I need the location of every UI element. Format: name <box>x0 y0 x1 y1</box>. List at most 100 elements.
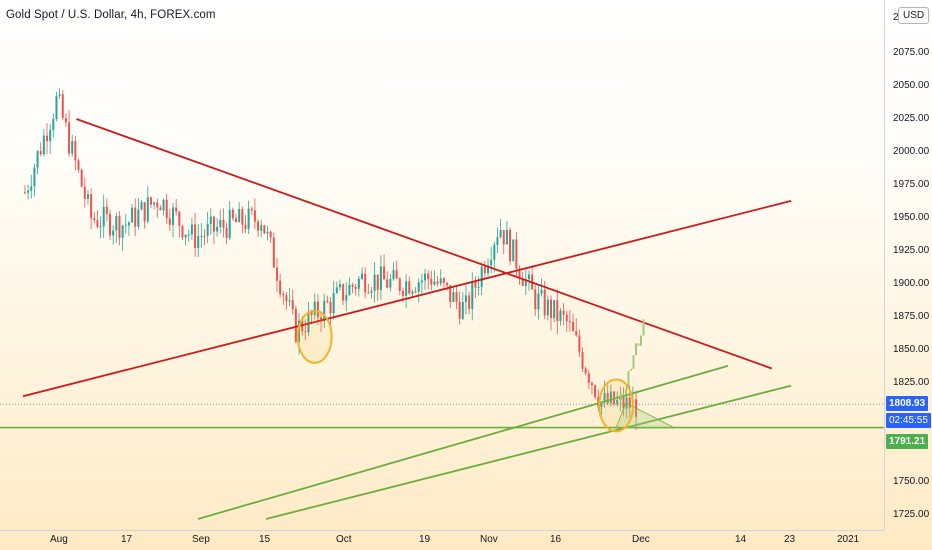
candle-body <box>127 222 130 226</box>
projection-bar <box>625 388 627 395</box>
candle-body <box>603 393 606 403</box>
candle-body <box>52 118 55 131</box>
candle-body <box>594 385 597 398</box>
candle-body <box>187 234 190 236</box>
candle-body <box>405 281 408 296</box>
candle-body <box>546 299 549 316</box>
candle-body <box>411 291 414 294</box>
candle-body <box>572 321 575 332</box>
time-tick: Aug <box>50 534 68 545</box>
currency-button[interactable]: USD <box>898 7 930 24</box>
candle-body <box>27 190 30 193</box>
candle-body <box>578 335 581 353</box>
candle-body <box>383 266 386 280</box>
candle-body <box>395 270 398 279</box>
candle-body <box>512 239 515 262</box>
price-axis[interactable] <box>884 0 932 530</box>
price-chart[interactable] <box>0 0 884 530</box>
candle-body <box>241 208 244 225</box>
candle-body <box>565 314 568 322</box>
candle-body <box>172 207 175 225</box>
projection-zone <box>615 402 675 429</box>
candle-body <box>427 273 430 280</box>
candle-body <box>562 310 565 315</box>
candle-body <box>354 286 357 289</box>
candle-body <box>156 202 159 208</box>
symbol-title[interactable]: Gold Spot / U.S. Dollar, 4h, FOREX.com <box>6 9 216 21</box>
candle-body <box>628 397 631 408</box>
candle-body <box>55 95 58 119</box>
candle-body <box>178 211 181 226</box>
candle-body <box>458 301 461 319</box>
candle-body <box>153 202 156 205</box>
candle-body <box>559 310 562 322</box>
candle-body <box>146 197 149 222</box>
candle-body <box>313 301 316 316</box>
candle-body <box>275 267 278 281</box>
candle-body <box>162 199 165 211</box>
candle-body <box>96 220 99 227</box>
candle-body <box>464 295 467 303</box>
price-tick: 1825.00 <box>893 377 930 388</box>
candle-body <box>30 186 33 191</box>
candle-body <box>46 135 49 142</box>
candle-body <box>212 216 215 232</box>
descending-resistance-trendline <box>76 118 773 370</box>
candle-body <box>77 160 80 170</box>
price-tick: 1750.00 <box>893 476 930 487</box>
candle-body <box>140 202 143 210</box>
candle-body <box>540 289 543 294</box>
candle-body <box>231 209 234 219</box>
candle-body <box>257 221 260 231</box>
candle-body <box>282 294 285 296</box>
projection-bar <box>630 368 632 371</box>
candle-body <box>342 284 345 301</box>
candle-body <box>575 331 578 336</box>
candle-body <box>115 216 118 231</box>
price-tick: 2000.00 <box>893 146 930 157</box>
highlight-circle <box>598 378 635 433</box>
candle-body <box>206 223 209 236</box>
candle-body <box>537 293 540 310</box>
ascending-support-trendline <box>265 384 792 520</box>
chart-area[interactable] <box>0 0 884 530</box>
price-tick: 1925.00 <box>893 245 930 256</box>
candle-body <box>461 302 464 319</box>
candle-body <box>316 301 319 318</box>
candle-body <box>420 280 423 283</box>
candle-body <box>600 402 603 407</box>
candle-body <box>149 197 152 205</box>
candle-body <box>373 274 376 291</box>
time-axis[interactable] <box>0 530 884 550</box>
time-tick: 17 <box>121 534 133 545</box>
candle-body <box>64 117 67 123</box>
candle-body <box>269 231 272 238</box>
price-tick: 1725.00 <box>893 509 930 520</box>
ascending-support-trendline <box>197 364 729 520</box>
candle-body <box>474 281 477 288</box>
projection-bar <box>637 343 640 346</box>
time-tick: Oct <box>336 534 352 545</box>
candle-body <box>238 208 241 223</box>
candle-body <box>266 231 269 234</box>
candle-body <box>487 265 490 274</box>
candle-body <box>143 202 146 222</box>
candle-body <box>361 273 364 279</box>
candle-body <box>235 218 238 223</box>
price-tick: 1900.00 <box>893 278 930 289</box>
candle-body <box>616 400 619 405</box>
candle-body <box>93 218 96 221</box>
candle-body <box>121 225 124 238</box>
last-price-badge: 1808.93 <box>886 396 929 411</box>
time-tick: Sep <box>192 534 210 545</box>
candle-body <box>197 235 200 249</box>
candle-body <box>228 209 231 238</box>
projection-bar <box>632 355 635 369</box>
candle-body <box>200 235 203 237</box>
candle-body <box>439 278 442 284</box>
candle-body <box>367 292 370 294</box>
candle-body <box>74 141 77 161</box>
candle-body <box>389 278 392 288</box>
projection-bar <box>642 319 645 336</box>
candle-body <box>294 308 297 342</box>
